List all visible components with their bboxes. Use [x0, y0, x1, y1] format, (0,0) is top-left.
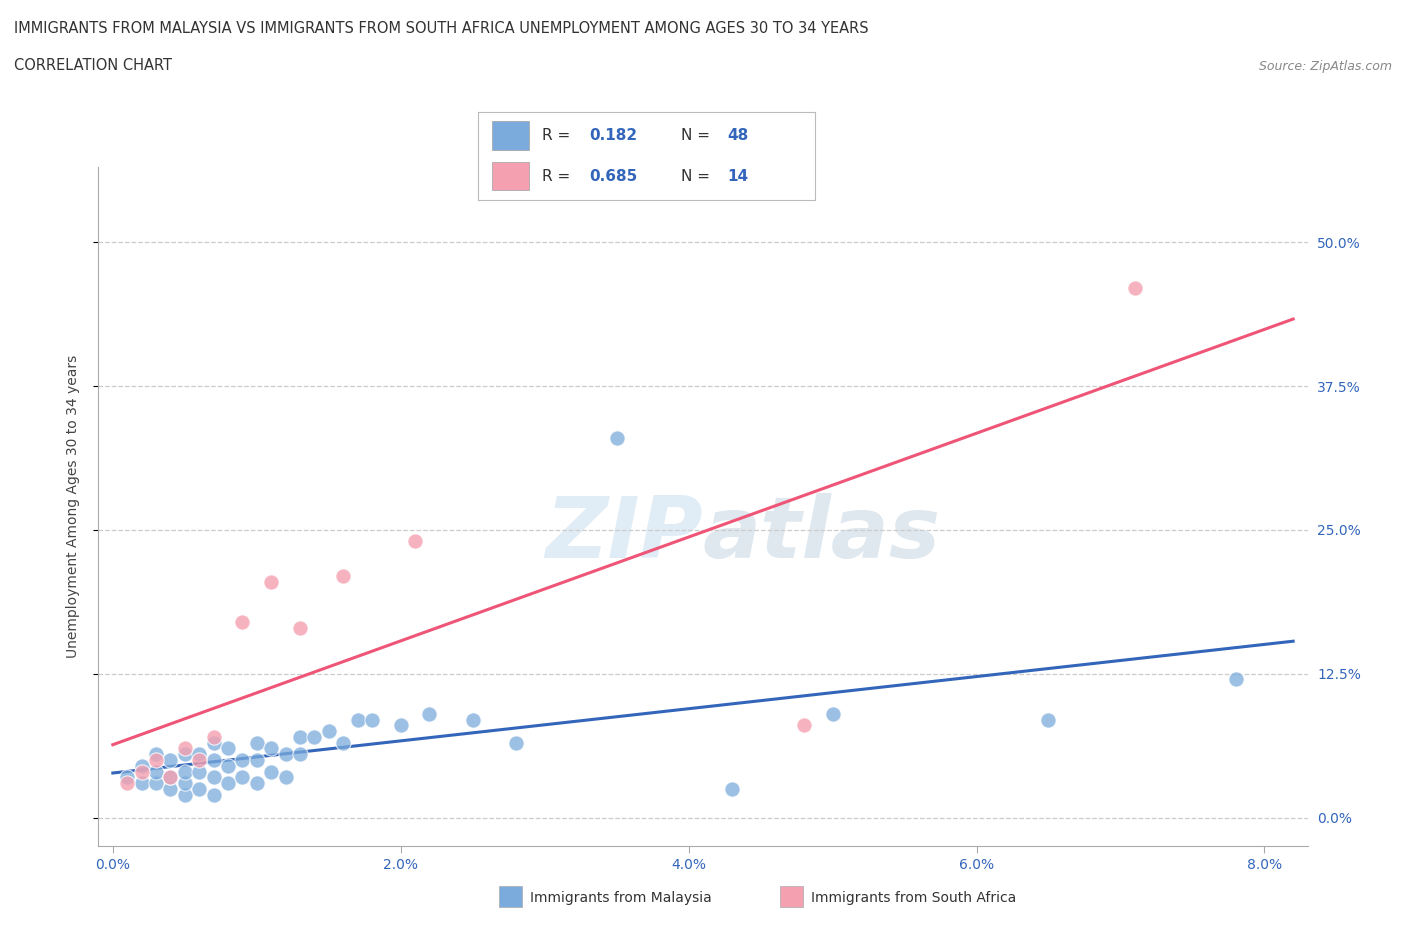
Point [260, 764, 283, 779]
Point [260, 574, 283, 589]
Text: IMMIGRANTS FROM MALAYSIA VS IMMIGRANTS FROM SOUTH AFRICA UNEMPLOYMENT AMONG AGES: IMMIGRANTS FROM MALAYSIA VS IMMIGRANTS F… [14, 20, 869, 35]
Point [304, 729, 326, 744]
Point [188, 752, 211, 767]
Text: Source: ZipAtlas.com: Source: ZipAtlas.com [1258, 60, 1392, 73]
Point [173, 764, 195, 779]
Text: R =: R = [543, 128, 575, 143]
Point [131, 776, 153, 790]
Point [288, 620, 311, 635]
Text: Immigrants from South Africa: Immigrants from South Africa [811, 891, 1017, 906]
Point [606, 431, 628, 445]
Point [159, 781, 181, 796]
Point [1123, 281, 1146, 296]
Point [145, 747, 167, 762]
Point [288, 747, 311, 762]
Text: Immigrants from Malaysia: Immigrants from Malaysia [530, 891, 711, 906]
Point [217, 758, 239, 773]
Point [361, 712, 384, 727]
Point [115, 770, 138, 785]
Point [173, 741, 195, 756]
Point [217, 741, 239, 756]
Text: 0.685: 0.685 [589, 168, 638, 183]
Point [231, 615, 253, 630]
Point [260, 741, 283, 756]
Point [793, 718, 815, 733]
Point [188, 747, 211, 762]
Point [173, 776, 195, 790]
Point [173, 787, 195, 802]
Point [231, 770, 253, 785]
Point [159, 770, 181, 785]
Point [288, 729, 311, 744]
Text: R =: R = [543, 168, 575, 183]
Text: 14: 14 [728, 168, 749, 183]
Point [188, 781, 211, 796]
Point [389, 718, 412, 733]
Point [246, 752, 269, 767]
Point [202, 729, 225, 744]
Point [202, 736, 225, 751]
Point [318, 724, 340, 738]
Point [145, 764, 167, 779]
Point [332, 568, 354, 583]
Point [202, 752, 225, 767]
Point [202, 787, 225, 802]
Point [217, 776, 239, 790]
Point [274, 747, 297, 762]
Point [131, 758, 153, 773]
Point [188, 764, 211, 779]
Point [231, 752, 253, 767]
Point [274, 770, 297, 785]
Point [159, 770, 181, 785]
Point [145, 752, 167, 767]
Text: 0.182: 0.182 [589, 128, 637, 143]
Point [346, 712, 368, 727]
FancyBboxPatch shape [492, 162, 529, 191]
Point [404, 534, 426, 549]
Point [145, 776, 167, 790]
Text: 48: 48 [728, 128, 749, 143]
Point [115, 776, 138, 790]
FancyBboxPatch shape [492, 121, 529, 150]
Point [1038, 712, 1060, 727]
Point [1225, 672, 1247, 687]
Point [202, 770, 225, 785]
Point [720, 781, 742, 796]
Y-axis label: Unemployment Among Ages 30 to 34 years: Unemployment Among Ages 30 to 34 years [66, 355, 80, 658]
Point [332, 736, 354, 751]
Point [159, 752, 181, 767]
Point [461, 712, 484, 727]
Text: N =: N = [681, 128, 714, 143]
Point [246, 776, 269, 790]
Text: ZIP: ZIP [546, 493, 703, 576]
Point [505, 736, 527, 751]
Point [821, 707, 844, 722]
Point [131, 764, 153, 779]
Point [418, 707, 440, 722]
Text: N =: N = [681, 168, 714, 183]
Text: CORRELATION CHART: CORRELATION CHART [14, 58, 172, 73]
Point [246, 736, 269, 751]
Point [173, 747, 195, 762]
Text: atlas: atlas [703, 493, 941, 576]
